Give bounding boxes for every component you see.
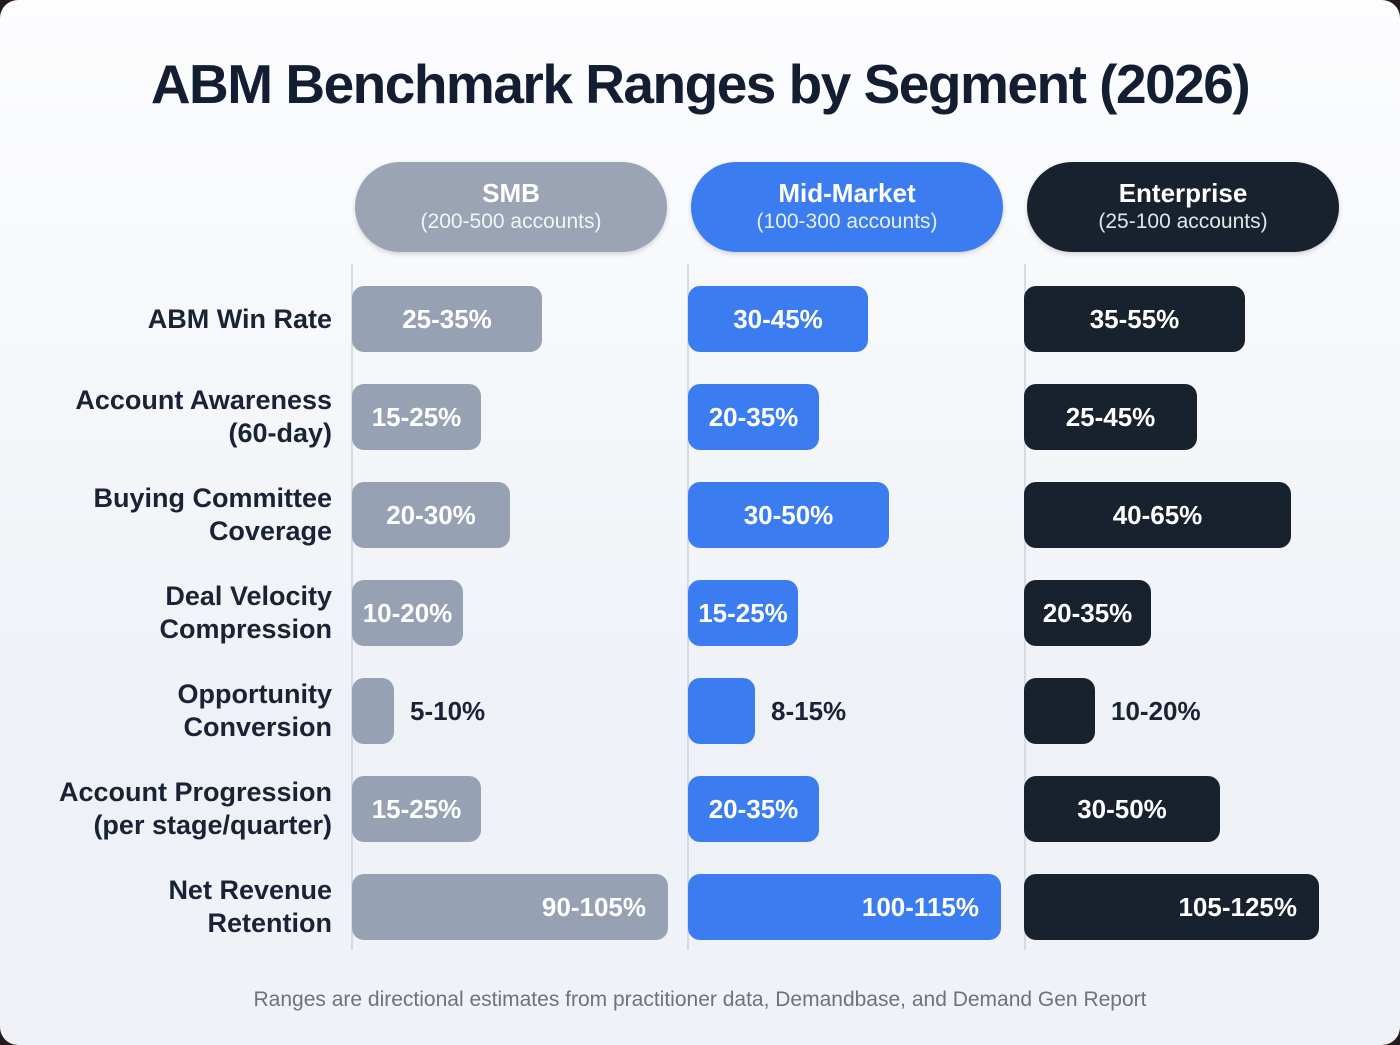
metric-label: ABM Win Rate [147,303,332,334]
bar-value-label: 25-35% [402,303,492,334]
bar-value-label: 30-50% [1077,793,1167,824]
bar-mid-market: 100-115% [688,874,1001,940]
bar-mid-market: 20-35% [688,776,819,842]
segment-pill-smb: SMB (200-500 accounts) [355,162,667,252]
bar-value-label: 5-10% [410,695,486,726]
bar-value-label: 105-125% [1178,891,1297,922]
bar-value-label: 30-50% [743,499,834,530]
bar-smb: 15-25% [352,384,481,450]
bar-enterprise: 25-45% [1024,384,1197,450]
bar-value-label: 15-25% [371,401,462,432]
segment-subtitle: (25-100 accounts) [1098,210,1268,234]
metric-row-net-revenue-retention: Net Revenue Retention 90-105% 100-115% 1… [0,858,1400,956]
source-footnote: Ranges are directional estimates from pr… [253,988,1147,1011]
bar-value-label: 40-65% [1112,499,1203,530]
segment-header-row: SMB (200-500 accounts) Mid-Market (100-3… [0,162,1400,252]
segment-subtitle: (200-500 accounts) [420,210,602,234]
segment-pill-enterprise: Enterprise (25-100 accounts) [1027,162,1339,252]
bar-mid-market [688,678,755,744]
bar-chart-area: ABM Win Rate 25-35% 30-45% 35-55% Accoun… [0,264,1400,956]
bar-value-label: 30-45% [733,303,823,334]
bar-mid-market: 20-35% [688,384,819,450]
bar-enterprise: 30-50% [1024,776,1220,842]
bar-value-label: 20-35% [708,401,799,432]
metric-label: Net Revenue Retention [168,875,332,938]
bar-enterprise: 105-125% [1024,874,1319,940]
bar-value-label: 8-15% [771,695,847,726]
bar-mid-market: 30-50% [688,482,889,548]
metric-row-buying-committee-coverage: Buying Committee Coverage 20-30% 30-50% … [0,466,1400,564]
bar-enterprise: 40-65% [1024,482,1291,548]
segment-name: Enterprise [1118,178,1248,209]
bar-value-label: 10-20% [362,597,453,628]
bar-enterprise: 35-55% [1024,286,1245,352]
bar-enterprise: 20-35% [1024,580,1151,646]
bar-value-label: 15-25% [371,793,462,824]
metric-row-opportunity-conversion: Opportunity Conversion 5-10% 8-15% 10-20… [0,662,1400,760]
metric-label: Buying Committee Coverage [93,483,332,546]
bar-value-label: 100-115% [861,891,979,922]
bar-smb: 90-105% [352,874,668,940]
bar-value-label: 10-20% [1111,695,1201,726]
segment-name: SMB [482,178,540,209]
bar-value-label: 20-30% [386,499,476,530]
segment-pill-mid-market: Mid-Market (100-300 accounts) [691,162,1003,252]
metric-label: Opportunity Conversion [177,679,332,742]
bar-smb: 25-35% [352,286,542,352]
segment-name: Mid-Market [778,178,916,209]
bar-value-label: 35-55% [1089,303,1180,334]
bar-mid-market: 30-45% [688,286,868,352]
metric-label: Deal Velocity Compression [159,581,332,644]
segment-subtitle: (100-300 accounts) [756,210,938,234]
bar-value-label: 20-35% [1042,597,1133,628]
metric-label: Account Awareness (60-day) [75,385,332,448]
bar-enterprise [1024,678,1095,744]
page-title: ABM Benchmark Ranges by Segment (2026) [150,53,1251,115]
metric-row-account-awareness: Account Awareness (60-day) 15-25% 20-35%… [0,368,1400,466]
bar-smb [352,678,394,744]
bar-smb: 15-25% [352,776,481,842]
metric-row-deal-velocity-compression: Deal Velocity Compression 10-20% 15-25% … [0,564,1400,662]
metric-row-abm-win-rate: ABM Win Rate 25-35% 30-45% 35-55% [0,270,1400,368]
bar-value-label: 25-45% [1065,401,1156,432]
bar-smb: 20-30% [352,482,510,548]
bar-value-label: 20-35% [708,793,799,824]
bar-value-label: 90-105% [541,891,646,922]
bar-smb: 10-20% [352,580,463,646]
bar-mid-market: 15-25% [688,580,798,646]
metric-label: Account Progression (per stage/quarter) [58,777,332,840]
metric-row-account-progression: Account Progression (per stage/quarter) … [0,760,1400,858]
bar-value-label: 15-25% [698,597,788,628]
